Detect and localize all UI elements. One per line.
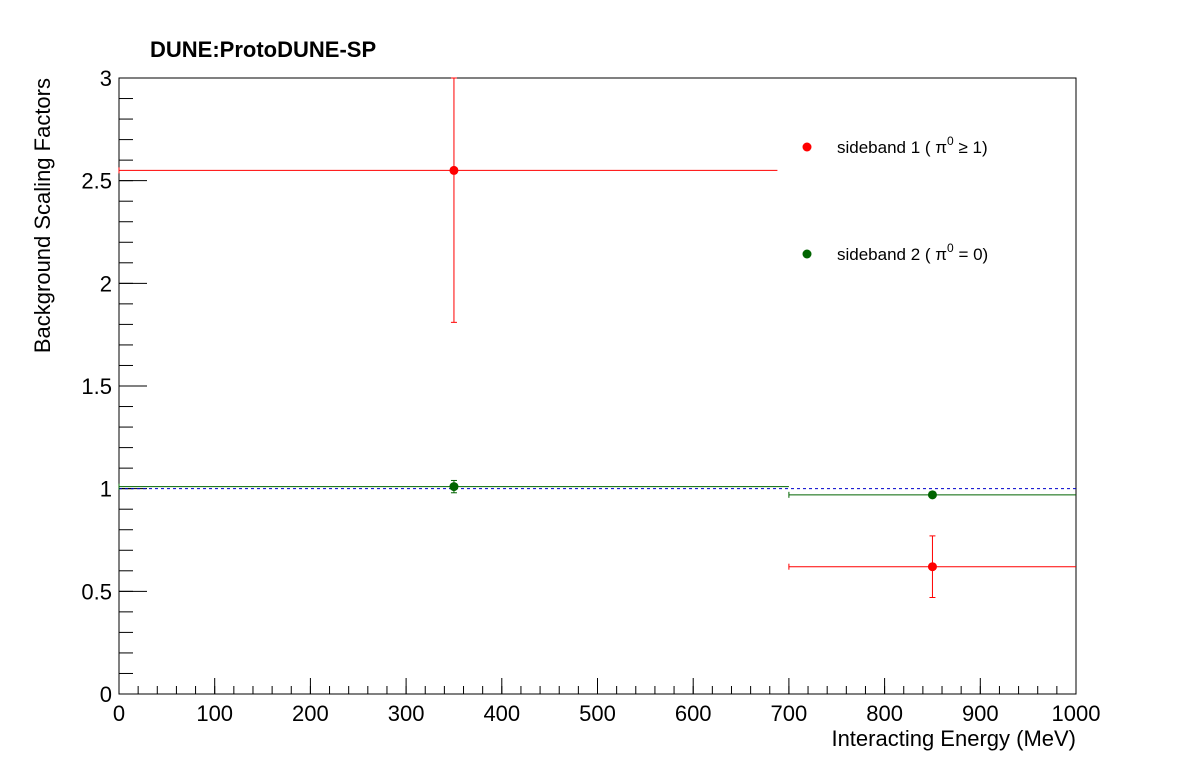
y-tick-label: 0.5 <box>81 579 112 604</box>
y-axis-title: Background Scaling Factors <box>30 78 55 353</box>
data-point <box>927 562 937 572</box>
legend-marker <box>802 249 812 259</box>
data-point <box>927 490 937 500</box>
y-tick-label: 1 <box>100 477 112 502</box>
legend: sideband 1 ( π0 ≥ 1) sideband 2 ( π0 = 0) <box>802 134 988 264</box>
data-point <box>449 482 459 492</box>
x-tick-label: 500 <box>579 701 616 726</box>
y-tick-label: 0 <box>100 682 112 707</box>
series-2 <box>118 479 1076 500</box>
x-tick-label: 800 <box>866 701 903 726</box>
legend-label: sideband 1 ( π0 ≥ 1) <box>837 134 988 157</box>
x-tick-label: 1000 <box>1052 701 1101 726</box>
series-1 <box>118 77 1076 598</box>
y-tick-label: 1.5 <box>81 374 112 399</box>
y-tick-label: 2.5 <box>81 169 112 194</box>
x-tick-label: 900 <box>962 701 999 726</box>
x-tick-label: 400 <box>483 701 520 726</box>
data-layer <box>118 77 1076 598</box>
legend-marker <box>802 142 812 152</box>
chart-title: DUNE:ProtoDUNE-SP <box>150 37 376 62</box>
y-tick-label: 3 <box>100 66 112 91</box>
x-tick-label: 300 <box>388 701 425 726</box>
x-tick-label: 600 <box>675 701 712 726</box>
y-tick-label: 2 <box>100 271 112 296</box>
x-tick-label: 200 <box>292 701 329 726</box>
legend-label: sideband 2 ( π0 = 0) <box>837 241 988 264</box>
axes: 0 100 200 300 400 500 600 700 800 900 1000 0 0.5 1 1.5… <box>81 66 1100 726</box>
x-tick-label: 100 <box>196 701 233 726</box>
x-tick-label: 700 <box>771 701 808 726</box>
x-tick-label: 0 <box>113 701 125 726</box>
x-axis-title: Interacting Energy (MeV) <box>831 726 1076 751</box>
data-point <box>449 165 459 175</box>
